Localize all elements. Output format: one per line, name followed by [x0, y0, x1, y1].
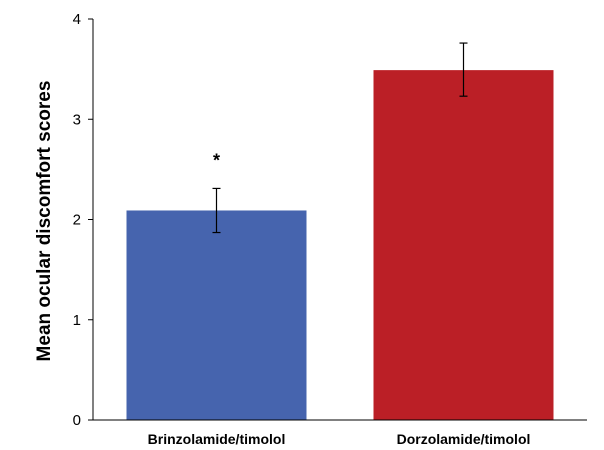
y-tick-label: 0 — [73, 412, 81, 429]
category-labels: Brinzolamide/timolol Dorzolamide/timolol — [148, 431, 531, 447]
y-tick-label: 3 — [73, 111, 81, 128]
y-tick-label: 4 — [73, 11, 81, 28]
annotations: * — [213, 150, 220, 170]
y-axis-ticks: 0 1 2 3 4 — [73, 11, 93, 429]
x-category-label: Brinzolamide/timolol — [148, 431, 286, 447]
y-axis-title: Mean ocular discomfort scores — [34, 81, 55, 362]
bar-2 — [373, 70, 554, 420]
y-tick-label: 1 — [73, 312, 81, 329]
y-tick-label: 2 — [73, 212, 81, 229]
error-bars — [212, 42, 468, 234]
significance-marker: * — [213, 150, 220, 170]
x-category-label: Dorzolamide/timolol — [397, 431, 531, 447]
bar-1 — [126, 210, 307, 420]
bars — [126, 70, 554, 420]
